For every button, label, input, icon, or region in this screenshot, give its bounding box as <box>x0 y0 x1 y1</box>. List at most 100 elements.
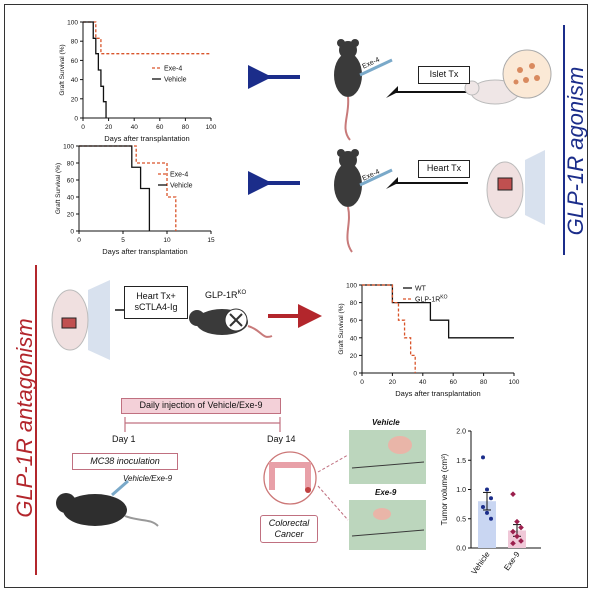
tumor-volume-chart: 0.0 0.5 1.0 1.5 2.0 Tumor volume (cm³) Vehicle… <box>440 429 541 577</box>
y-tick-label: 0 <box>353 371 357 378</box>
y-tick-label: 80 <box>71 39 79 46</box>
glp1r-ko-mouse <box>189 308 273 338</box>
glp1r-ko-text: GLP-1R <box>205 290 238 300</box>
y-tick-label: 80 <box>67 161 75 168</box>
dashed-link-vehicle <box>317 454 349 473</box>
data-point <box>518 524 524 531</box>
x-tick-label: 60 <box>450 379 458 386</box>
day1-label: Day 1 <box>112 434 136 444</box>
heart-tx-label: Heart Tx <box>426 163 462 173</box>
recipient-mouse-2 <box>334 149 362 253</box>
category-label-exe-9: Exe-9 <box>502 550 522 573</box>
x-tick-label: 20 <box>389 379 397 386</box>
y-tick-label: 0 <box>74 116 78 123</box>
data-point <box>518 538 524 544</box>
legend-label-1: Vehicle <box>170 183 193 190</box>
y-tick-label: 20 <box>71 96 79 103</box>
data-point <box>510 528 516 535</box>
data-point <box>481 505 485 510</box>
series-line-0 <box>83 21 211 55</box>
glp1r-ko-sup: KO <box>237 290 247 296</box>
y-tick-label: 1.0 <box>456 487 466 494</box>
x-tick-label: 40 <box>131 124 139 131</box>
glp1r-ko-survival-chart: 0 20 40 60 80 100 0 20 40 60 80 100 Days after trans… <box>338 283 520 399</box>
legend-label-1: GLP-1RKO <box>415 295 448 304</box>
y-axis-label: Graft Survival (%) <box>338 303 345 354</box>
syringe-1 <box>359 58 393 77</box>
x-tick-label: 80 <box>182 124 190 131</box>
y-tick-label: 60 <box>67 178 75 185</box>
day14-label: Day 14 <box>267 434 296 444</box>
y-tick-label: 0.0 <box>456 546 466 553</box>
x-tick-label: 100 <box>206 124 217 131</box>
islet-survival-chart: 0 20 40 60 80 100 0 20 40 60 80 100 Days after trans… <box>59 20 217 144</box>
y-tick-label: 0.5 <box>456 516 466 523</box>
agonism-divider <box>563 25 565 255</box>
y-tick-label: 80 <box>350 300 358 307</box>
x-tick-label: 15 <box>207 237 215 244</box>
y-axis-label: Tumor volume (cm³) <box>440 453 449 525</box>
data-point <box>485 487 489 492</box>
y-tick-label: 20 <box>350 353 358 360</box>
mc38-box: MC38 inoculation <box>72 453 178 470</box>
recipient-opened-mouse <box>51 280 110 360</box>
tumor-photo-vehicle <box>349 430 426 484</box>
series-line-1 <box>362 284 416 373</box>
donor-heart-mouse <box>486 150 545 225</box>
x-tick-label: 0 <box>81 124 85 131</box>
x-tick-label: 5 <box>121 237 125 244</box>
x-axis-label: Days after transplantation <box>102 247 187 256</box>
legend-label-0: Exe-4 <box>164 66 182 73</box>
legend-label-0: WT <box>415 286 427 293</box>
data-point <box>510 491 516 498</box>
recipient-mouse-1 <box>334 39 362 141</box>
legend-label-sup: KO <box>440 295 447 301</box>
category-label-vehicle: Vehicle <box>469 550 491 577</box>
legend-label-1: Vehicle <box>164 77 187 84</box>
y-axis-label: Graft Survival (%) <box>59 44 66 95</box>
x-tick-label: 20 <box>105 124 113 131</box>
data-point <box>510 540 516 547</box>
colorectal-cancer-box: Colorectal Cancer <box>260 515 318 543</box>
y-tick-label: 100 <box>67 20 78 27</box>
y-tick-label: 1.5 <box>456 458 466 465</box>
series-line-0 <box>362 284 514 339</box>
colon-illustration <box>263 451 317 505</box>
photo-vehicle-label: Vehicle <box>372 418 400 427</box>
data-point <box>489 516 493 521</box>
tumor-mouse <box>56 479 159 527</box>
data-point <box>489 496 493 501</box>
x-tick-label: 10 <box>163 237 171 244</box>
y-tick-label: 2.0 <box>456 429 466 436</box>
x-tick-label: 0 <box>360 379 364 386</box>
x-axis-label: Days after transplantation <box>104 134 189 143</box>
photo-exe9-label: Exe-9 <box>375 488 397 497</box>
heart-tx-ctla4-box: Heart Tx+ sCTLA4-Ig <box>124 286 188 319</box>
y-axis-label: Graft Survival (%) <box>55 163 62 214</box>
heart-tx-box: Heart Tx <box>418 160 470 178</box>
y-tick-label: 100 <box>63 144 74 151</box>
data-point <box>485 510 489 515</box>
glp1r-ko-title: GLP-1RKO <box>205 290 246 300</box>
x-tick-label: 80 <box>480 379 488 386</box>
series-line-1 <box>79 145 151 231</box>
data-point <box>514 518 520 525</box>
y-tick-label: 40 <box>67 195 75 202</box>
x-tick-label: 0 <box>77 237 81 244</box>
antagonism-divider <box>35 265 37 575</box>
series-line-0 <box>79 145 177 231</box>
syringe-2 <box>359 168 393 187</box>
y-tick-label: 20 <box>67 212 75 219</box>
data-point <box>514 533 520 540</box>
y-tick-label: 40 <box>350 335 358 342</box>
islet-tx-box: Islet Tx <box>418 66 470 84</box>
heart-tx-ctla4-label: Heart Tx+ sCTLA4-Ig <box>134 291 178 312</box>
y-tick-label: 100 <box>346 283 357 290</box>
donor-rat-islets <box>464 49 552 105</box>
y-tick-label: 60 <box>350 318 358 325</box>
bar-vehicle <box>478 501 496 548</box>
y-tick-label: 60 <box>71 58 79 65</box>
colorectal-cancer-label: Colorectal Cancer <box>268 518 310 539</box>
mc38-label: MC38 inoculation <box>90 456 160 466</box>
